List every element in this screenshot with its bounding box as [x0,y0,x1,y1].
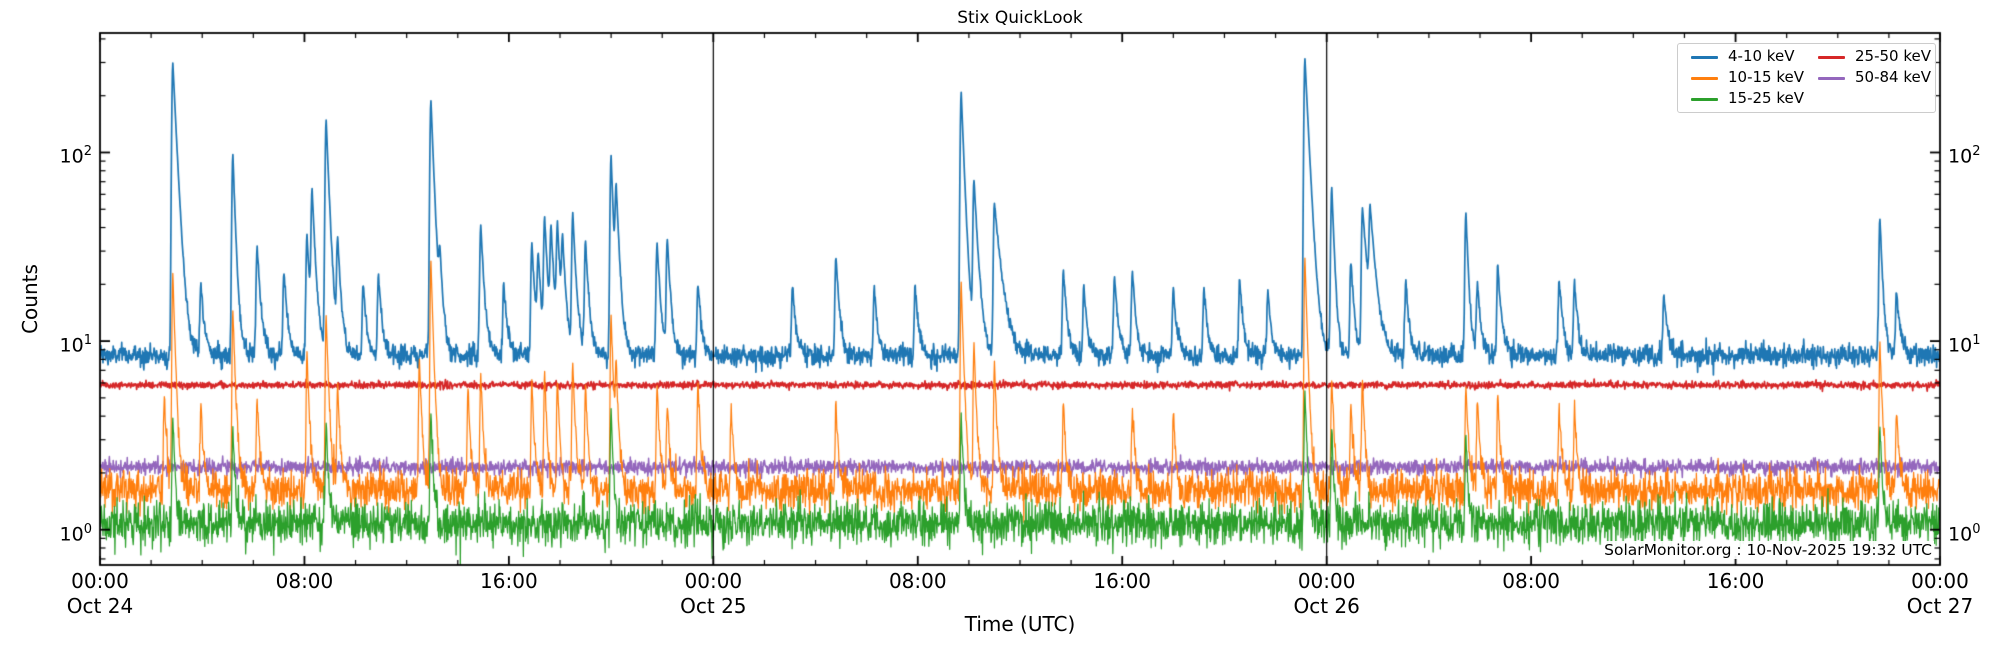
x-tick-label: 00:00 [684,569,743,593]
x-date-label: Oct 26 [1293,594,1360,618]
y-tick-label-right: 100 [1948,521,1981,546]
solarmonitor-credit: SolarMonitor.org : 10-Nov-2025 19:32 UTC [1602,541,1934,559]
y-tick-label-right: 101 [1948,333,1981,357]
x-date-label: Oct 27 [1906,594,1974,618]
legend-line-icon [1691,77,1718,80]
legend-line-icon [1691,56,1718,59]
x-tick-label: 08:00 [1502,569,1560,593]
x-date-label: Oct 25 [680,594,747,618]
x-tick-label: 16:00 [1093,569,1152,593]
x-tick-label: 16:00 [480,569,538,593]
x-tick-label: 16:00 [1706,569,1765,593]
y-tick-label-left: 101 [59,333,92,357]
x-axis-label: Time (UTC) [964,612,1076,636]
legend-line-icon [1818,77,1845,80]
x-tick-label: 08:00 [888,569,947,593]
x-tick-label: 08:00 [275,569,334,593]
x-date-label: Oct 24 [66,594,134,618]
legend: 4-10 keV 10-15 keV 15-25 keV 25-50 keV 5… [1677,43,1936,113]
chart-title: Stix QuickLook [957,8,1083,28]
y-axis-label: Counts [18,264,42,334]
y-tick-label-right: 102 [1948,144,1981,168]
x-tick-label: 00:00 [1911,569,1969,593]
legend-line-icon [1818,56,1845,59]
legend-line-icon [1691,98,1718,101]
y-tick-label-left: 102 [59,144,92,168]
x-tick-label: 00:00 [71,569,129,593]
y-tick-label-left: 100 [59,521,92,546]
x-tick-label: 00:00 [1297,569,1356,593]
